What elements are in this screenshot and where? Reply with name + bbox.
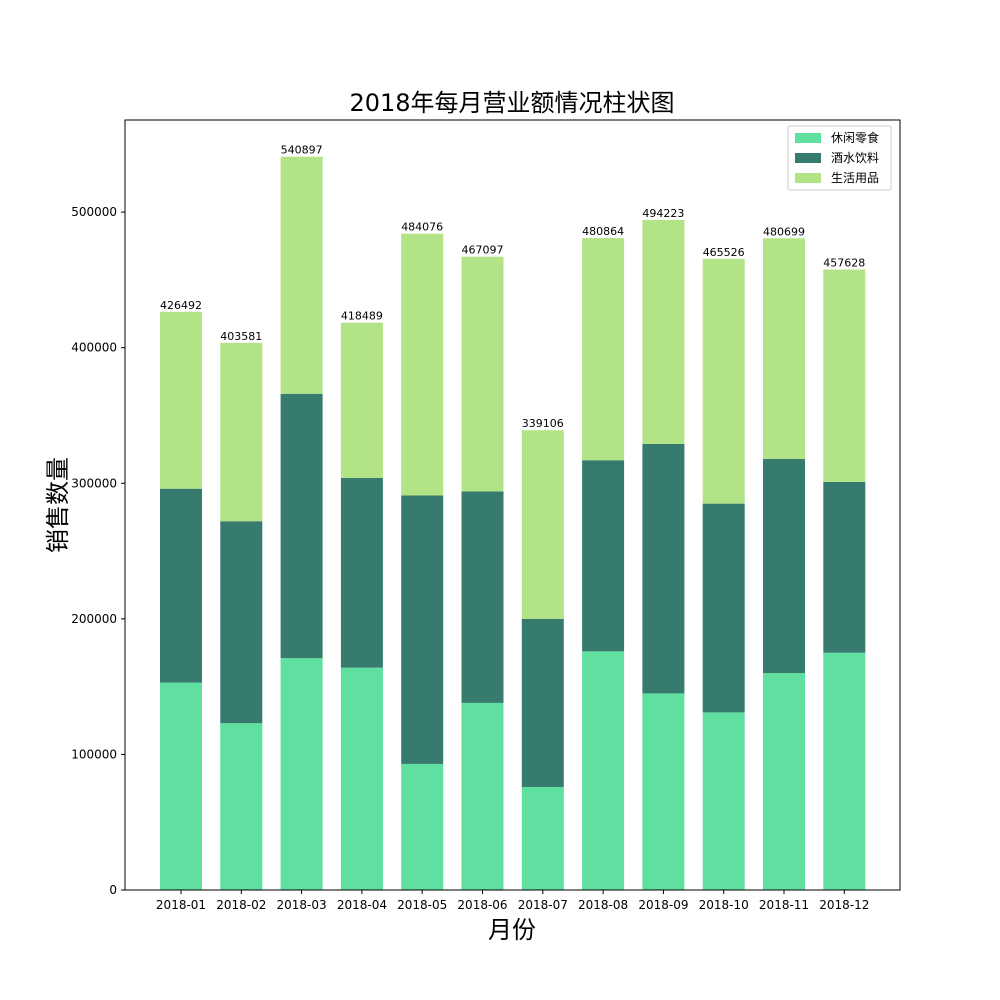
bar-total-label: 494223 (642, 207, 684, 220)
y-tick-label: 500000 (71, 205, 117, 219)
x-axis: 2018-01 2018-02 2018-03 2018-04 2018-05 2018-… (156, 890, 869, 912)
y-axis-label: 销售数量 (44, 457, 72, 553)
plot-frame (124, 119, 901, 891)
bar-segment (461, 256, 504, 492)
bar-total-label: 465526 (703, 246, 745, 259)
bar-segment (401, 233, 444, 496)
bar-segment (823, 269, 866, 482)
bar-total-label: 339106 (522, 417, 564, 430)
bar-segment (401, 495, 444, 764)
bar-segment (160, 488, 202, 683)
x-tick-label: 2018-07 (518, 898, 568, 912)
legend-swatch (795, 173, 821, 183)
bar-segment (220, 723, 263, 890)
legend-label: 生活用品 (831, 171, 879, 185)
x-tick-label: 2018-12 (819, 898, 869, 912)
bar-segment (582, 651, 625, 890)
bar-segment (461, 702, 504, 890)
bar-total-label: 403581 (220, 330, 262, 343)
bar-segment (702, 503, 745, 713)
x-tick-label: 2018-06 (457, 898, 507, 912)
bar-segment (763, 238, 805, 459)
bar-total-label: 418489 (341, 310, 383, 323)
bar-segment (642, 219, 685, 444)
x-tick-label: 2018-04 (337, 898, 387, 912)
y-tick-label: 100000 (71, 747, 117, 761)
bar-segment (521, 430, 564, 619)
bar-segment (763, 673, 805, 890)
legend-swatch (795, 153, 821, 163)
y-tick-label: 400000 (71, 341, 117, 355)
bar-segment (461, 491, 504, 703)
x-tick-label: 2018-03 (277, 898, 327, 912)
bar-segment (280, 393, 323, 659)
y-tick-label: 300000 (71, 476, 117, 490)
bar-segment (160, 682, 202, 890)
x-tick-label: 2018-09 (638, 898, 688, 912)
y-tick-label: 200000 (71, 612, 117, 626)
bar-segment (582, 460, 625, 652)
legend-swatch (795, 133, 821, 143)
bar-group (160, 156, 866, 890)
bar-segment (220, 521, 263, 724)
x-axis-label: 月份 (488, 916, 536, 944)
data-label-group: 426492 403581 540897 418489 484076 467097 3391… (160, 144, 865, 431)
bar-segment (823, 652, 866, 890)
y-tick-label: 0 (109, 883, 117, 897)
x-tick-label: 2018-11 (759, 898, 809, 912)
bar-segment (340, 322, 383, 478)
x-tick-label: 2018-01 (156, 898, 206, 912)
bar-segment (160, 311, 202, 489)
x-tick-label: 2018-05 (397, 898, 447, 912)
legend-label: 休闲零食 (831, 130, 879, 145)
bar-segment (702, 258, 745, 504)
bar-segment (521, 618, 564, 787)
bar-total-label: 484076 (401, 221, 443, 234)
bar-total-label: 467097 (462, 244, 504, 257)
bar-segment (521, 786, 564, 890)
bar-segment (702, 712, 745, 890)
bar-segment (340, 477, 383, 668)
bar-segment (280, 156, 323, 394)
x-tick-label: 2018-08 (578, 898, 628, 912)
y-axis: 0 100000 200000 300000 400000 500000 (71, 205, 125, 897)
bar-segment (763, 458, 805, 674)
bar-segment (401, 763, 444, 890)
legend-label: 酒水饮料 (831, 151, 879, 165)
bar-segment (642, 443, 685, 694)
bar-total-label: 540897 (281, 144, 323, 157)
bar-total-label: 457628 (823, 257, 865, 270)
bar-segment (582, 238, 625, 461)
bar-total-label: 480864 (582, 225, 624, 238)
chart-title: 2018年每月营业额情况柱状图 (349, 89, 674, 117)
bar-segment (220, 342, 263, 522)
bar-segment (823, 481, 866, 653)
x-tick-label: 2018-02 (216, 898, 266, 912)
bar-total-label: 480699 (763, 225, 805, 238)
x-tick-label: 2018-10 (699, 898, 749, 912)
bar-segment (280, 658, 323, 890)
bar-total-label: 426492 (160, 299, 202, 312)
bar-segment (340, 667, 383, 890)
bar-segment (642, 693, 685, 890)
